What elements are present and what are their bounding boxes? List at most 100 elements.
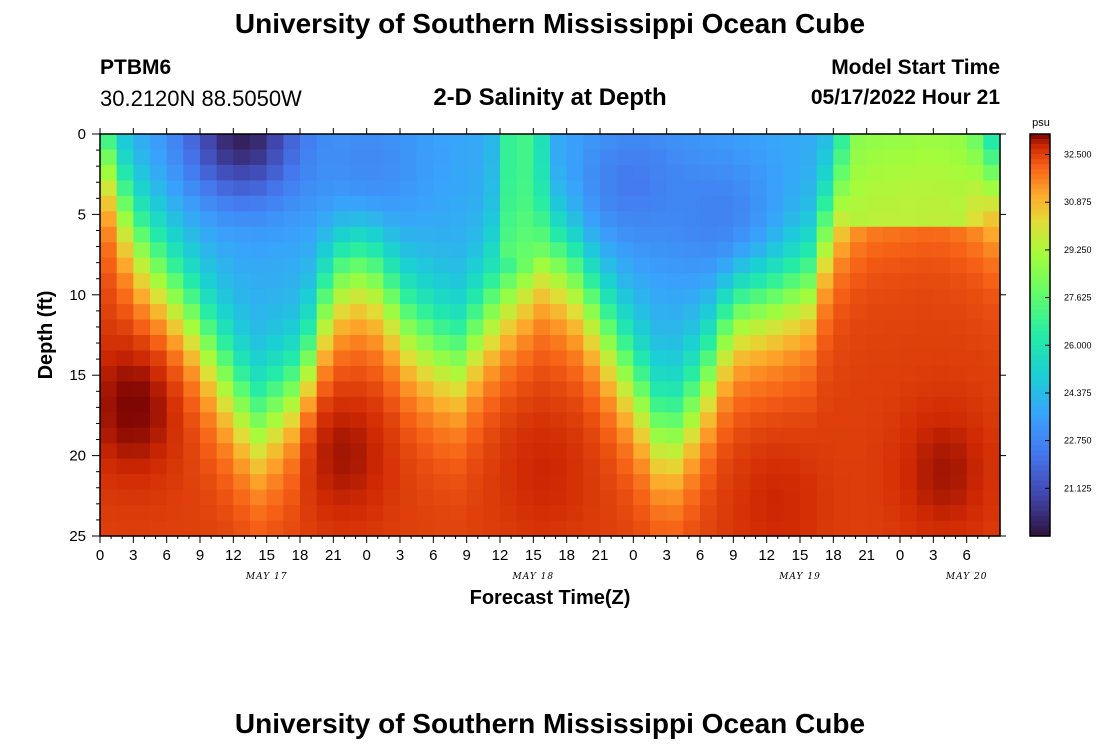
heatmap-cell [350, 211, 368, 228]
heatmap-cell [650, 195, 668, 212]
heatmap-cell [883, 396, 901, 413]
heatmap-cell [750, 226, 768, 243]
heatmap-cell [933, 489, 951, 506]
heatmap-cell [850, 288, 868, 305]
heatmap-cell [866, 427, 884, 444]
heatmap-cell [850, 474, 868, 491]
heatmap-cell [366, 180, 384, 197]
heatmap-cell [383, 195, 401, 212]
heatmap-cell [183, 489, 201, 506]
heatmap-cell [216, 257, 234, 274]
colorbar-segment [1030, 219, 1050, 226]
heatmap-cell [566, 335, 584, 352]
heatmap-cell [783, 304, 801, 321]
heatmap-cell [816, 427, 834, 444]
heatmap-cell [450, 474, 468, 491]
heatmap-cell [200, 381, 218, 398]
colorbar-segment [1030, 329, 1050, 336]
colorbar-segment [1030, 204, 1050, 210]
heatmap-cell [683, 350, 701, 367]
heatmap-cell [983, 350, 1001, 367]
heatmap-cell [850, 226, 868, 243]
heatmap-cell [850, 489, 868, 506]
heatmap-cell [750, 443, 768, 460]
heatmap-cell [433, 226, 451, 243]
heatmap-cell [316, 288, 334, 305]
heatmap-cell [683, 365, 701, 382]
heatmap-cell [116, 180, 134, 197]
heatmap-cell [500, 211, 518, 228]
heatmap-cell [933, 257, 951, 274]
heatmap-cell [966, 412, 984, 429]
heatmap-cell [850, 458, 868, 475]
heatmap-cell [616, 443, 634, 460]
heatmap-cell [950, 396, 968, 413]
heatmap-cell [450, 304, 468, 321]
heatmap-cell [733, 489, 751, 506]
heatmap-cell [566, 149, 584, 166]
heatmap-cell [550, 365, 568, 382]
heatmap-cell [316, 273, 334, 290]
heatmap-cell [233, 195, 251, 212]
heatmap-cell [466, 443, 484, 460]
heatmap-cell [833, 365, 851, 382]
heatmap-cell [116, 520, 134, 537]
heatmap-cell [333, 257, 351, 274]
heatmap-cell [816, 505, 834, 522]
heatmap-cell [716, 226, 734, 243]
heatmap-cell [150, 195, 168, 212]
heatmap-cell [700, 396, 718, 413]
heatmap-cell [666, 134, 684, 151]
heatmap-cell [383, 134, 401, 151]
heatmap-cell [650, 304, 668, 321]
heatmap-cell [350, 520, 368, 537]
heatmap-cell [216, 149, 234, 166]
heatmap-cell [416, 226, 434, 243]
heatmap-cell [500, 319, 518, 336]
heatmap-cell [583, 242, 601, 259]
heatmap-cell [433, 505, 451, 522]
heatmap-cell [383, 474, 401, 491]
heatmap-cell [633, 505, 651, 522]
heatmap-cell [266, 350, 284, 367]
heatmap-cell [833, 350, 851, 367]
heatmap-cell [516, 335, 534, 352]
heatmap-cell [683, 180, 701, 197]
heatmap-cell [900, 474, 918, 491]
heatmap-cell [283, 412, 301, 429]
heatmap-cell [133, 288, 151, 305]
heatmap-cell [966, 273, 984, 290]
heatmap-cell [783, 396, 801, 413]
heatmap-cell [266, 520, 284, 537]
heatmap-cell [650, 350, 668, 367]
heatmap-cell [850, 242, 868, 259]
heatmap-cell [416, 211, 434, 228]
heatmap-cell [366, 350, 384, 367]
heatmap-cell [283, 149, 301, 166]
heatmap-cell [583, 195, 601, 212]
heatmap-cell [916, 427, 934, 444]
heatmap-cell [716, 427, 734, 444]
heatmap-cell [866, 443, 884, 460]
model-start-label: Model Start Time [831, 56, 1000, 79]
heatmap-cell [900, 350, 918, 367]
heatmap-cell [400, 443, 418, 460]
heatmap-cell [500, 226, 518, 243]
heatmap-cell [616, 335, 634, 352]
heatmap-cell [616, 288, 634, 305]
heatmap-cell [250, 443, 268, 460]
heatmap-cell [583, 211, 601, 228]
heatmap-cell [350, 195, 368, 212]
heatmap-cell [100, 505, 118, 522]
heatmap-cell [100, 381, 118, 398]
heatmap-cell [266, 211, 284, 228]
heatmap-cell [866, 365, 884, 382]
heatmap-cell [483, 458, 501, 475]
heatmap-cell [133, 211, 151, 228]
heatmap-cell [983, 195, 1001, 212]
heatmap-cell [200, 335, 218, 352]
heatmap-cell [316, 396, 334, 413]
heatmap-cell [983, 505, 1001, 522]
heatmap-cell [900, 195, 918, 212]
heatmap-cell [300, 242, 318, 259]
